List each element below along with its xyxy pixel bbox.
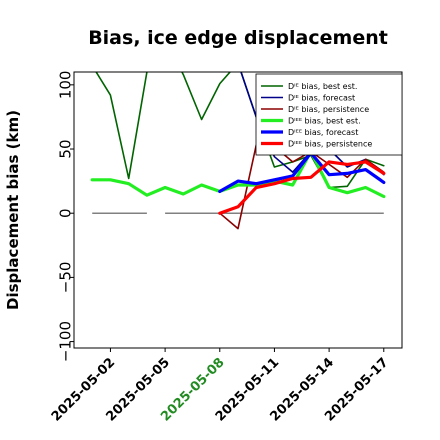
y-tick-label: −50 (56, 262, 74, 294)
series-line-1 (95, 72, 385, 189)
legend-label-5: Dᴵᴱᴱ bias, forecast (288, 128, 358, 137)
legend-label-1: Dᴵᴱ bias, best est. (288, 82, 357, 91)
y-axis-label: Displacement bias (km) (4, 110, 22, 310)
legend-label-4: Dᴵᴱᴱ bias, best est. (288, 117, 361, 126)
legend-box (255, 73, 403, 156)
series-line-4 (90, 150, 386, 199)
y-tick-label: 0 (56, 208, 74, 218)
y-tick-label: −100 (56, 321, 74, 362)
plot-frame (73, 71, 403, 349)
series-line-6 (218, 160, 386, 215)
chart-title: Bias, ice edge displacement (88, 27, 388, 49)
y-tick-label: 50 (56, 139, 74, 158)
series-line-3 (219, 144, 385, 230)
legend-label-3: Dᴵᴱ bias, persistence (288, 105, 369, 114)
series-line-5 (218, 151, 386, 193)
legend-label-6: Dᴵᴱᴱ bias, persistence (288, 140, 372, 149)
legend-label-2: Dᴵᴱ bias, forecast (288, 94, 355, 103)
y-tick-label: 100 (56, 71, 74, 100)
legend: Dᴵᴱ bias, best est. Dᴵᴱ bias, forecast Dᴵᴱ… (255, 73, 403, 156)
